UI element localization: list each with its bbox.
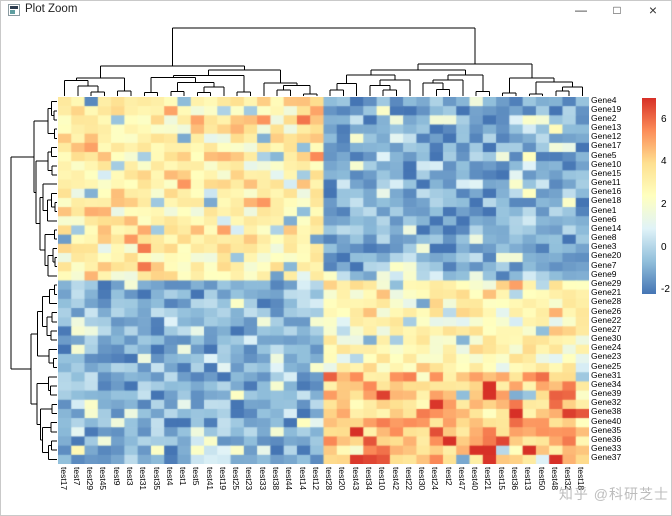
column-label: test15	[496, 467, 507, 491]
window-title: Plot Zoom	[25, 3, 78, 15]
column-label: test45	[98, 467, 109, 491]
column-label: test25	[231, 467, 242, 491]
row-label: Gene24	[591, 342, 622, 353]
close-button[interactable]: ×	[648, 2, 658, 18]
row-label: Gene2	[591, 112, 617, 123]
column-label: test41	[204, 467, 215, 491]
column-label: test29	[85, 467, 96, 491]
row-label: Gene18	[591, 195, 622, 206]
row-label: Gene10	[591, 158, 622, 169]
color-legend-bar	[642, 98, 656, 294]
row-label: Gene3	[591, 241, 617, 252]
titlebar: Plot Zoom — □ ×	[1, 1, 671, 19]
column-label: test21	[483, 467, 494, 491]
row-label: Gene32	[591, 397, 622, 408]
column-label: test42	[390, 467, 401, 491]
column-label: test20	[337, 467, 348, 491]
row-label: Gene30	[591, 333, 622, 344]
column-label: test4	[164, 467, 175, 486]
column-label: test40	[470, 467, 481, 491]
column-label: test9	[111, 467, 122, 486]
row-label: Gene39	[591, 388, 622, 399]
row-label: Gene21	[591, 287, 622, 298]
column-label: test10	[377, 467, 388, 491]
row-label: Gene29	[591, 278, 622, 288]
row-label: Gene4	[591, 94, 617, 105]
minimize-button[interactable]: —	[575, 3, 587, 17]
row-label: Gene22	[591, 314, 622, 325]
column-label: test23	[244, 467, 255, 491]
window-controls: — □ ×	[563, 1, 671, 19]
column-label: test35	[151, 467, 162, 491]
legend-tick-label: 0	[661, 241, 667, 253]
row-label: Gene20	[591, 250, 622, 261]
column-label: test14	[297, 467, 308, 491]
column-label: test44	[284, 467, 295, 491]
row-label: Gene26	[591, 305, 622, 316]
column-label: test36	[509, 467, 520, 491]
column-label: test31	[138, 467, 149, 491]
column-label: test5	[191, 467, 202, 486]
row-label: Gene5	[591, 149, 617, 160]
heatmap	[58, 97, 589, 464]
column-label: test24	[430, 467, 441, 491]
row-label: Gene12	[591, 131, 622, 142]
row-label: Gene1	[591, 204, 617, 215]
row-label: Gene34	[591, 378, 622, 389]
row-label: Gene28	[591, 296, 622, 307]
legend-tick-label: -2	[661, 284, 670, 296]
row-label: Gene11	[591, 177, 621, 188]
column-label: test22	[403, 467, 414, 491]
column-label: test7	[71, 467, 82, 486]
column-label: test1	[178, 467, 189, 486]
column-label: test50	[536, 467, 547, 491]
row-label: Gene7	[591, 259, 617, 270]
column-label: test34	[363, 467, 374, 491]
row-label: Gene35	[591, 424, 622, 435]
legend-tick-label: 6	[661, 113, 667, 125]
column-label: test17	[58, 467, 69, 491]
row-label: Gene19	[591, 103, 622, 114]
legend-tick-label: 2	[661, 199, 667, 211]
row-label: Gene37	[591, 452, 622, 463]
column-label: test3	[125, 467, 135, 486]
row-label: Gene8	[591, 232, 617, 243]
row-label: Gene36	[591, 433, 622, 444]
column-label: test28	[324, 467, 335, 491]
row-label: Gene25	[591, 360, 622, 371]
column-label: test38	[271, 467, 282, 491]
row-label: Gene13	[591, 122, 622, 133]
row-label: Gene6	[591, 213, 617, 224]
row-label: Gene14	[591, 222, 622, 233]
row-label: Gene23	[591, 351, 622, 362]
maximize-button[interactable]: □	[613, 3, 621, 17]
column-label: test19	[217, 467, 228, 491]
row-label: Gene33	[591, 443, 622, 454]
column-label: test43	[350, 467, 361, 491]
row-label: Gene16	[591, 186, 622, 197]
legend-tick-label: 4	[661, 156, 667, 168]
column-label: test47	[456, 467, 467, 491]
column-label: test13	[523, 467, 534, 491]
row-label: Gene38	[591, 406, 622, 417]
column-label: test12	[310, 467, 321, 491]
column-label: test30	[417, 467, 428, 491]
row-label: Gene40	[591, 415, 622, 426]
column-label: test33	[257, 467, 268, 491]
row-label: Gene17	[591, 140, 622, 151]
row-label: Gene9	[591, 268, 617, 279]
watermark: 知乎 @科研芝士	[558, 486, 669, 502]
column-label: test2	[443, 467, 454, 486]
row-label: Gene31	[591, 369, 622, 380]
row-label: Gene15	[591, 167, 622, 178]
row-label: Gene27	[591, 323, 622, 334]
window-icon	[8, 4, 20, 16]
